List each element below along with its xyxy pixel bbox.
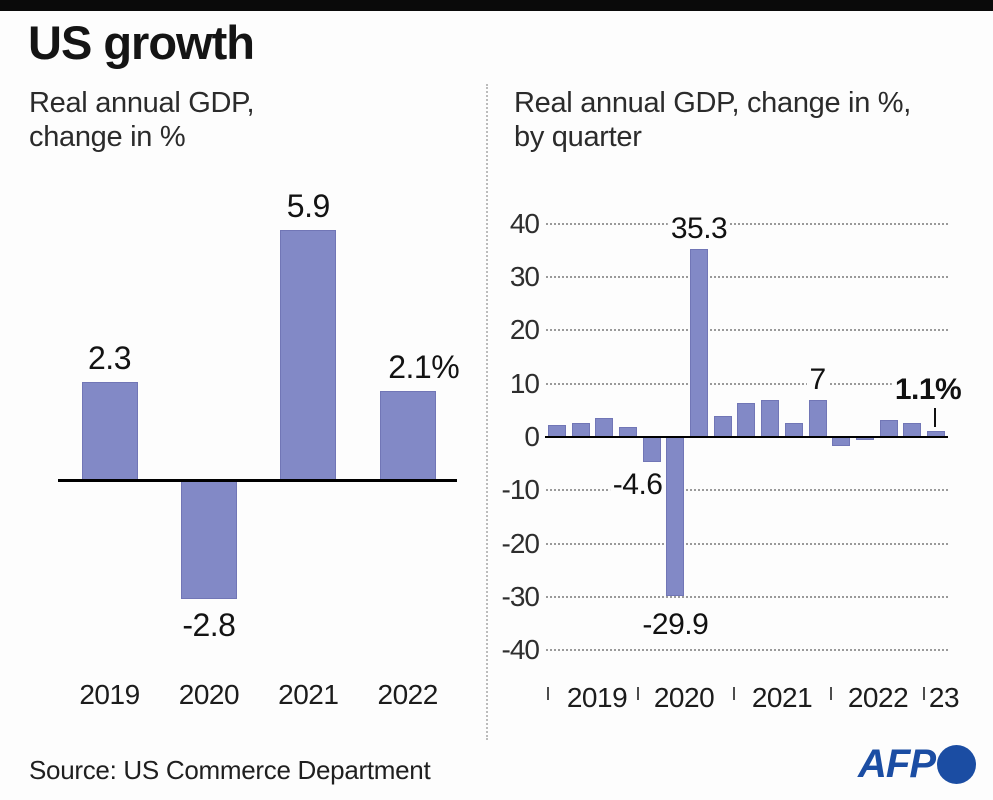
afp-logo-text: AFP (858, 742, 936, 786)
bar-2021 (280, 229, 337, 480)
gridline--10 (546, 489, 948, 492)
x-label-2019: 2019 (566, 682, 628, 713)
x-axis-tick-0 (547, 687, 549, 700)
bar-2021-Q3 (784, 422, 803, 437)
y-axis-label--10: -10 (501, 474, 540, 506)
y-axis-label-30: 30 (509, 261, 540, 293)
bar-2022-Q3 (879, 419, 898, 437)
x-axis-tick-3 (830, 687, 832, 700)
x-label-2019: 2019 (79, 679, 140, 710)
x-label-23: 23 (928, 682, 960, 713)
gridline--40 (546, 649, 948, 652)
y-axis-label--30: -30 (501, 580, 540, 612)
bar-2021-Q1 (737, 403, 756, 437)
bar-2022 (379, 390, 436, 480)
x-label-2020: 2020 (178, 679, 240, 710)
subtitle-line: Real annual GDP, (29, 87, 255, 119)
gridline-30 (546, 276, 948, 279)
y-axis-label-0: 0 (524, 421, 540, 452)
bar-2020 (180, 480, 237, 599)
zero-axis-annual (58, 478, 457, 482)
x-label-2022: 2022 (847, 682, 909, 713)
x-axis-tick-1 (637, 687, 639, 700)
y-axis-label-40: 40 (509, 207, 540, 239)
afp-logo-circle-icon (937, 744, 976, 784)
top-accent-bar (0, 0, 993, 11)
bar-2020-Q2 (666, 437, 685, 597)
x-axis-tick-4 (923, 687, 925, 700)
quarterly-chart-subtitle: Real annual GDP, change in %, by quarter (514, 86, 911, 154)
gridline-20 (546, 329, 948, 332)
pointer-line-2023-Q1 (934, 408, 937, 428)
annual-chart-subtitle: Real annual GDP, change in % (29, 86, 255, 154)
bar-2021-Q2 (761, 399, 780, 437)
x-label-2021: 2021 (278, 679, 339, 710)
x-label-2022: 2022 (377, 679, 439, 710)
data-label-2020-Q3: 35.3 (667, 211, 731, 246)
gridline-40 (546, 222, 948, 225)
y-axis-label--40: -40 (501, 634, 540, 666)
bar-2021-Q4 (808, 399, 827, 437)
bar-2020-Q3 (690, 248, 709, 437)
data-label-2020-Q2: -29.9 (639, 608, 712, 643)
x-label-2021: 2021 (751, 682, 813, 713)
bar-2019-Q2 (571, 422, 590, 437)
bar-2020-Q1 (642, 437, 661, 462)
y-axis-label--20: -20 (501, 527, 540, 559)
gridline-10 (546, 382, 948, 385)
bar-2022-Q4 (903, 423, 922, 437)
zero-axis-quarterly (545, 436, 948, 438)
value-label-2021: 5.9 (286, 187, 330, 224)
value-label-2020: -2.8 (182, 606, 236, 643)
vertical-divider (486, 84, 488, 740)
value-label-2022: 2.1% (388, 348, 460, 385)
data-label-2021-Q4: 7 (806, 362, 829, 397)
x-label-2020: 2020 (653, 682, 715, 713)
y-axis-label-10: 10 (509, 367, 540, 399)
bar-2019-Q3 (595, 417, 614, 437)
value-label-2019: 2.3 (88, 340, 131, 377)
subtitle-line: by quarter (514, 121, 642, 153)
page-title: US growth (28, 16, 255, 69)
afp-logo: AFP (858, 741, 976, 787)
subtitle-line: change in % (29, 121, 186, 153)
x-axis-tick-2 (733, 687, 735, 700)
gridline--30 (546, 595, 948, 598)
bar-2020-Q4 (713, 416, 732, 437)
data-label-2023-Q1: 1.1% (891, 373, 965, 408)
source-credit: Source: US Commerce Department (29, 755, 431, 785)
y-axis-label-20: 20 (509, 314, 540, 346)
bar-2022-Q1 (832, 437, 851, 446)
data-label-2020-Q1: -4.6 (609, 467, 666, 502)
bar-2019 (81, 382, 138, 480)
gridline--20 (546, 542, 948, 545)
subtitle-line: Real annual GDP, change in %, (514, 87, 912, 119)
